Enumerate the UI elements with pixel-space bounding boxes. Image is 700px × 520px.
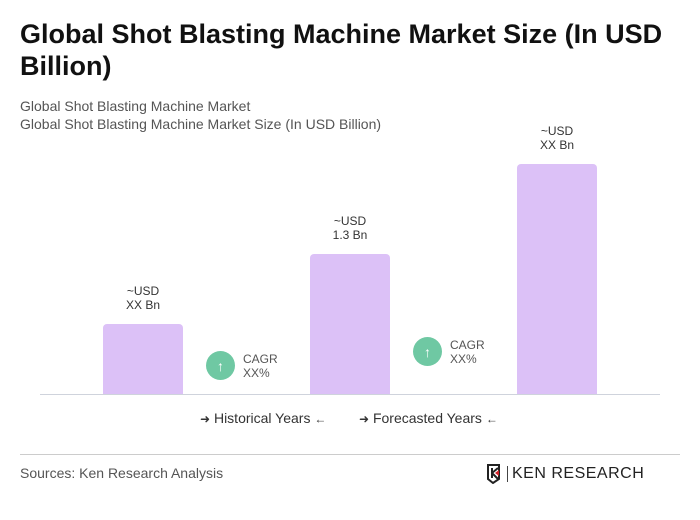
arrow-up-icon: ↑ bbox=[413, 337, 442, 366]
footer-divider bbox=[20, 454, 680, 455]
cagr-value: XX% bbox=[243, 365, 270, 380]
legend-label: Forecasted Years bbox=[372, 410, 482, 426]
logo-mark-icon bbox=[487, 464, 500, 484]
cagr-label: CAGR bbox=[243, 351, 278, 366]
arrow-right-icon: ➜ bbox=[359, 412, 370, 426]
arrow-right-icon: ➜ bbox=[200, 412, 211, 426]
bar bbox=[517, 163, 597, 394]
chart-title: Global Shot Blasting Machine Market Size… bbox=[20, 19, 663, 81]
logo-text: KEN RESEARCH bbox=[512, 465, 645, 482]
x-axis-line bbox=[40, 394, 660, 395]
bar-data-label-line: 1.3 Bn bbox=[332, 228, 368, 242]
cagr-annotation: ↑ CAGR XX% bbox=[206, 351, 278, 380]
ken-research-logo: KEN RESEARCH bbox=[486, 464, 644, 484]
bar-data-label-line: ~USD bbox=[540, 123, 574, 138]
bar-data-label-line: XX Bn bbox=[539, 137, 575, 152]
arrow-left-icon: ← bbox=[314, 412, 327, 426]
source-text: Sources: Ken Research Analysis bbox=[20, 465, 224, 481]
legend-forecasted: ➜ Forecasted Years ← bbox=[359, 410, 498, 426]
subtitle-market: Global Shot Blasting Machine Market bbox=[20, 98, 251, 114]
arrow-left-icon: ← bbox=[485, 412, 498, 426]
legend-label: Historical Years bbox=[213, 410, 311, 426]
bar-data-label: ~USD 1.3 Bn bbox=[290, 214, 410, 242]
legend-historical: ➜ Historical Years ← bbox=[200, 410, 326, 426]
bar-data-label: ~USD XX Bn bbox=[83, 284, 203, 312]
cagr-label: CAGR bbox=[450, 337, 485, 352]
bar bbox=[103, 324, 183, 394]
bar bbox=[310, 254, 390, 394]
arrow-up-icon: ↑ bbox=[206, 351, 235, 380]
subtitle-size: Global Shot Blasting Machine Market Size… bbox=[20, 116, 382, 132]
cagr-annotation: ↑ CAGR XX% bbox=[413, 337, 485, 366]
bar-data-label-line: ~USD bbox=[126, 284, 160, 298]
cagr-value: XX% bbox=[450, 351, 477, 366]
bar-data-label-line: ~USD bbox=[333, 214, 367, 228]
bar-data-label: ~USD XX Bn bbox=[497, 124, 617, 152]
bar-data-label-line: XX Bn bbox=[125, 298, 161, 312]
